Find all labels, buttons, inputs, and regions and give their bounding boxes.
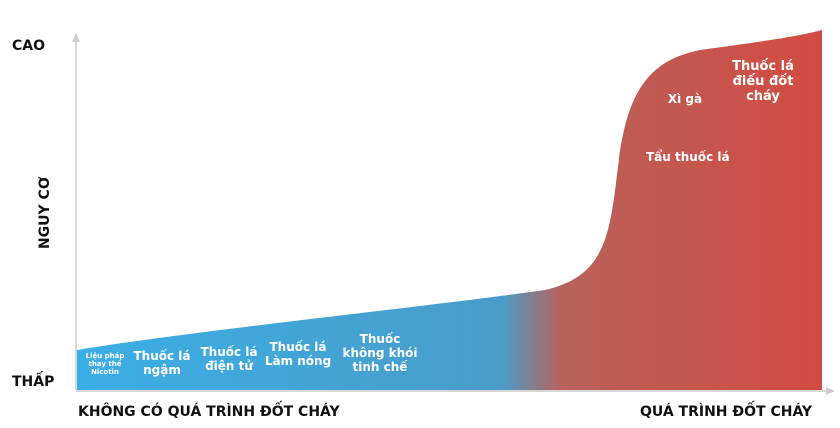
y-axis-label: NGUY CƠ (37, 176, 53, 250)
product-cigar: Xì gà (667, 92, 703, 106)
risk-area (77, 30, 822, 390)
product-smokeless: Thuốc không khói tinh chế (342, 332, 418, 374)
product-cigarette: Thuốc lá điếu đốt cháy (732, 59, 794, 104)
product-e-cigarette: Thuốc lá điện tử (200, 345, 258, 373)
product-nrt: Liệu pháp thay thế Nicotin (85, 352, 125, 377)
x-right-label: QUÁ TRÌNH ĐỐT CHÁY (640, 404, 813, 420)
product-snus: Thuốc lá ngậm (133, 349, 191, 377)
x-left-label: KHÔNG CÓ QUÁ TRÌNH ĐỐT CHÁY (78, 404, 340, 420)
x-axis-arrow (826, 387, 835, 395)
y-axis-arrow (72, 33, 80, 42)
product-pipe: Tẩu thuốc lá (646, 150, 730, 164)
y-low-label: THẤP (12, 374, 55, 390)
y-high-label: CAO (12, 38, 46, 54)
product-heated-tobacco: Thuốc lá Làm nóng (264, 340, 332, 368)
